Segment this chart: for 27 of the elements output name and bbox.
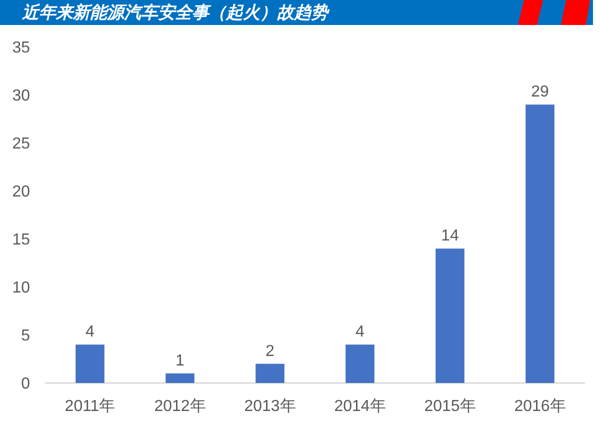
x-tick-label: 2012年 — [154, 398, 206, 415]
x-tick-label: 2013年 — [244, 398, 296, 415]
y-tick-label: 5 — [21, 328, 30, 345]
y-tick-label: 30 — [12, 88, 30, 105]
bar — [76, 344, 104, 383]
data-label: 29 — [531, 84, 549, 101]
bar — [166, 373, 194, 383]
chart-title: 近年来新能源汽车安全事（起火）故趋势 — [21, 3, 330, 22]
bar — [256, 364, 284, 383]
y-tick-label: 0 — [21, 376, 30, 393]
x-tick-label: 2014年 — [334, 398, 386, 415]
x-tick-label: 2015年 — [424, 398, 476, 415]
y-tick-label: 10 — [12, 280, 30, 297]
bar — [346, 344, 374, 383]
data-label: 4 — [86, 324, 95, 341]
bar — [436, 248, 464, 383]
bar — [526, 104, 554, 383]
y-tick-label: 20 — [12, 184, 30, 201]
data-label: 2 — [266, 342, 275, 360]
data-label: 1 — [176, 352, 185, 370]
y-tick-label: 35 — [12, 40, 30, 57]
x-tick-label: 2011年 — [64, 398, 116, 415]
x-tick-label: 2016年 — [514, 398, 566, 415]
data-label: 4 — [356, 324, 365, 341]
y-tick-label: 25 — [12, 136, 30, 153]
data-label: 14 — [441, 228, 459, 245]
y-tick-label: 15 — [12, 232, 30, 249]
